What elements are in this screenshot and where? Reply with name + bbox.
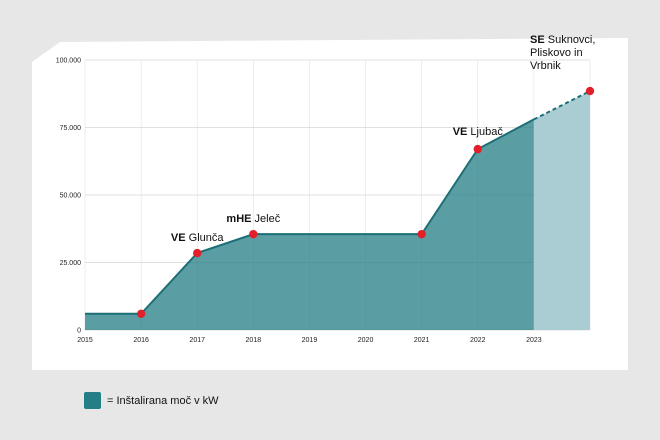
- data-marker: [473, 144, 482, 154]
- projected-line: [533, 90, 591, 121]
- data-marker: [249, 229, 258, 239]
- y-axis-ticks: 0 25.000 50.000 75.000 100.000: [56, 58, 81, 335]
- annotation-name: Ljubač: [467, 126, 503, 138]
- x-tick-label: 2016: [133, 337, 149, 344]
- area-layer: [85, 91, 590, 331]
- x-tick-label: 2021: [414, 337, 430, 344]
- annotation-name: Jeleč: [251, 213, 280, 225]
- data-marker: [417, 229, 426, 239]
- annotation-prefix: mHE: [226, 213, 251, 225]
- annotation-label: mHE Jeleč: [226, 213, 280, 225]
- annotation-name: Suknovci,: [545, 34, 596, 46]
- data-marker: [585, 86, 595, 96]
- annotation-prefix: VE: [171, 232, 186, 244]
- y-tick-label: 25.000: [60, 260, 82, 267]
- annotation-label: VE Ljubač: [453, 126, 504, 138]
- series-area: [85, 119, 534, 331]
- legend-swatch: [84, 392, 101, 409]
- x-tick-label: 2020: [358, 337, 374, 344]
- data-marker: [193, 248, 202, 258]
- y-tick-label: 0: [77, 328, 81, 335]
- y-tick-label: 75.000: [60, 125, 82, 132]
- projected-area: [533, 91, 590, 330]
- annotation-prefix: VE: [453, 126, 468, 138]
- annotation-label: VE Glunča: [171, 232, 224, 244]
- x-tick-label: 2018: [246, 337, 262, 344]
- annotation-line: Pliskovo in: [530, 47, 583, 59]
- x-tick-label: 2022: [470, 337, 486, 344]
- annotation-line: Vrbnik: [530, 60, 561, 72]
- y-tick-label: 50.000: [60, 193, 82, 200]
- legend-label: = Inštalirana moč v kW: [107, 394, 219, 407]
- x-tick-label: 2023: [526, 337, 542, 344]
- x-tick-label: 2019: [302, 337, 318, 344]
- x-axis-ticks: 2015 2016 2017 2018 2019 2020 2021 2022 2023: [77, 337, 542, 344]
- x-tick-label: 2017: [189, 337, 205, 344]
- y-tick-label: 100.000: [56, 58, 81, 65]
- x-tick-label: 2015: [77, 337, 93, 344]
- annotation-label: SE Suknovci, Pliskovo in Vrbnik: [530, 34, 595, 72]
- annotation-prefix: SE: [530, 34, 545, 46]
- legend: = Inštalirana moč v kW: [84, 392, 219, 409]
- data-marker: [136, 309, 146, 318]
- annotation-name: Glunča: [186, 232, 225, 244]
- marker-layer: [136, 86, 595, 318]
